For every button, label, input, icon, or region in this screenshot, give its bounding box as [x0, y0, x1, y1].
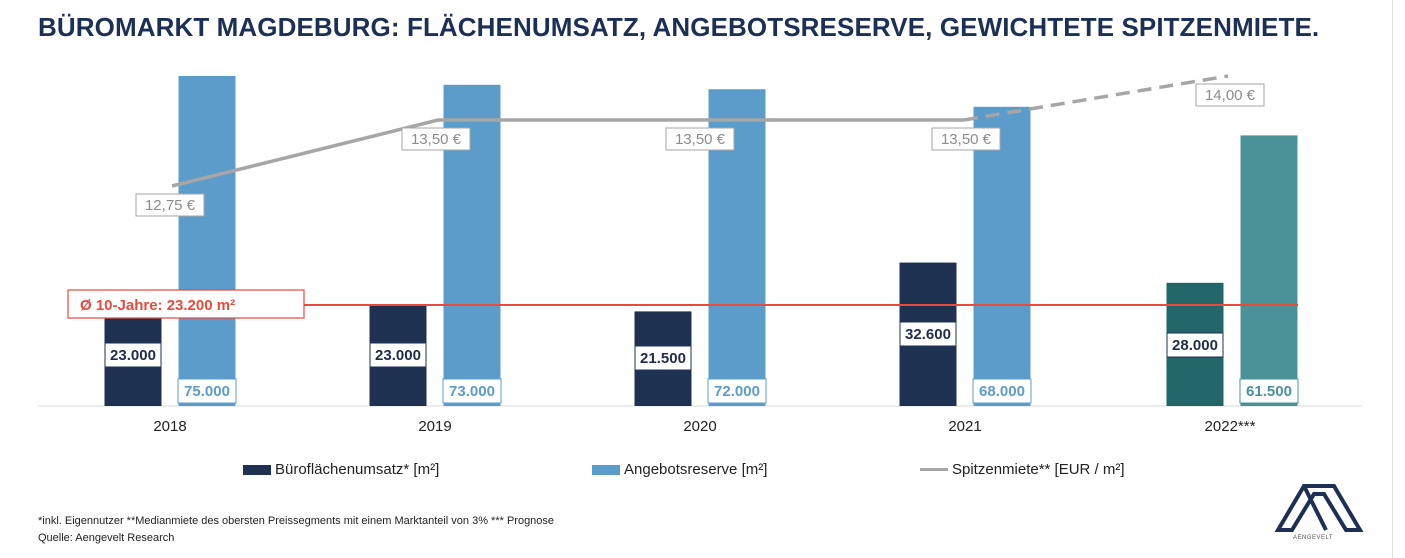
rent-label: 13,50 €: [675, 131, 726, 148]
value-label-angebotsreserve: 72.000: [714, 383, 760, 400]
legend-swatch-angebotsreserve: [592, 464, 620, 475]
value-label-box-umsatz: [899, 321, 957, 347]
rent-line: [171, 118, 964, 188]
bar-angebotsreserve-2022: [1240, 135, 1298, 406]
legend-swatch-umsatz: [243, 464, 271, 475]
x-tick-label: 2021: [948, 418, 981, 435]
page-edge-divider: [1392, 0, 1393, 558]
legend-item-spitzenmiete: Spitzenmiete** [EUR / m²]: [920, 461, 1125, 478]
legend-item-angebotsreserve: Angebotsreserve [m²]: [592, 461, 767, 478]
x-tick-label: 2022***: [1205, 418, 1256, 435]
rent-label: 13,50 €: [411, 131, 462, 148]
reference-label: Ø 10-Jahre: 23.200 m²: [80, 297, 235, 314]
rent-label: 12,75 €: [145, 197, 196, 214]
aengevelt-logo: [1274, 484, 1364, 532]
x-tick-label: 2020: [683, 418, 716, 435]
value-label-box-angebotsreserve: [442, 378, 502, 404]
value-label-box-umsatz: [104, 342, 162, 368]
value-label-umsatz: 32.600: [905, 326, 951, 343]
legend-label-umsatz: Büroflächenumsatz* [m²]: [275, 461, 440, 478]
value-label-box-angebotsreserve: [177, 378, 237, 404]
rent-label-box: [135, 193, 205, 217]
value-label-angebotsreserve: 75.000: [184, 383, 230, 400]
x-tick-label: 2018: [153, 418, 186, 435]
logo-text: AENGEVELT: [1293, 535, 1334, 541]
value-label-angebotsreserve: 61.500: [1246, 383, 1292, 400]
bar-angebotsreserve-2021: [973, 106, 1031, 407]
rent-label-box: [665, 127, 735, 151]
rent-label-box: [931, 127, 1001, 151]
rent-label: 14,00 €: [1205, 87, 1256, 104]
value-label-box-umsatz: [634, 345, 692, 371]
value-label-umsatz: 28.000: [1172, 337, 1218, 354]
value-label-box-angebotsreserve: [707, 378, 767, 404]
value-label-box-umsatz: [369, 342, 427, 368]
value-label-box-umsatz: [1166, 332, 1224, 358]
reference-label-box: [67, 289, 305, 319]
value-label-box-angebotsreserve: [972, 378, 1032, 404]
bar-angebotsreserve-2018: [178, 76, 236, 406]
chart-title: BÜROMARKT MAGDEBURG: FLÄCHENUMSATZ, ANGE…: [38, 12, 1320, 42]
value-label-angebotsreserve: 68.000: [979, 383, 1025, 400]
legend-label-angebotsreserve: Angebotsreserve [m²]: [624, 461, 768, 478]
rent-label: 13,50 €: [941, 131, 992, 148]
value-label-angebotsreserve: 73.000: [449, 383, 495, 400]
legend-label-spitzenmiete: Spitzenmiete** [EUR / m²]: [952, 461, 1125, 478]
value-label-umsatz: 21.500: [640, 350, 686, 367]
footnote-text: *inkl. Eigennutzer **Medianmiete des obe…: [38, 515, 555, 527]
chart-area: Ø 10-Jahre: 23.200 m² 23.000 23.000 21.500 3…: [38, 74, 1362, 435]
legend-swatch-spitzenmiete: [920, 468, 948, 471]
source-text: Quelle: Aengevelt Research: [38, 532, 175, 544]
x-tick-label: 2019: [418, 418, 451, 435]
value-label-box-angebotsreserve: [1239, 378, 1299, 404]
rent-label-box: [401, 127, 471, 151]
legend-item-umsatz: Büroflächenumsatz* [m²]: [243, 461, 439, 478]
rent-line-forecast: [963, 74, 1229, 122]
value-label-umsatz: 23.000: [110, 347, 156, 364]
rent-label-box: [1195, 83, 1265, 107]
value-label-umsatz: 23.000: [375, 347, 421, 364]
